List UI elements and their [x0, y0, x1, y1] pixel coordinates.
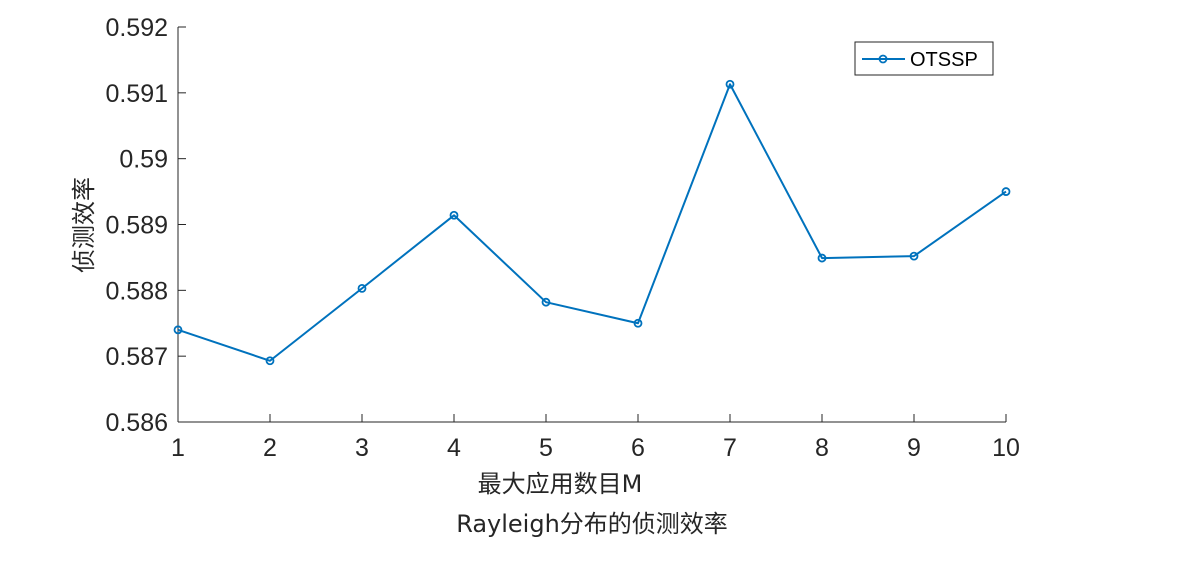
legend: OTSSP	[854, 41, 994, 76]
plot-area: 1 2 3 4 5 6 7 8 9 10 0.586 0.587 0.588 0.589 0.59 0.59…	[105, 14, 1019, 462]
data-point	[909, 251, 919, 261]
legend-series-label: OTSSP	[910, 49, 978, 71]
x-ticks: 1 2 3 4 5 6 7 8 9 10	[171, 414, 1020, 462]
x-tick-label: 3	[355, 434, 369, 462]
y-tick-label: 0.586	[105, 409, 168, 437]
x-tick-label: 10	[992, 434, 1020, 462]
data-point	[541, 297, 551, 307]
series-line	[177, 83, 1007, 362]
y-ticks: 0.586 0.587 0.588 0.589 0.59 0.591 0.592	[105, 14, 186, 437]
y-tick-label: 0.587	[105, 343, 168, 371]
data-point	[265, 356, 275, 366]
data-point	[1001, 187, 1011, 196]
y-tick-label: 0.589	[105, 212, 168, 240]
y-axis-label: 侦测效率	[70, 177, 98, 273]
x-tick-label: 8	[815, 434, 829, 462]
x-tick-label: 1	[171, 434, 185, 462]
x-tick-label: 6	[631, 434, 645, 462]
x-tick-label: 5	[539, 434, 553, 462]
data-point	[173, 325, 183, 335]
y-tick-label: 0.592	[105, 14, 168, 42]
chart-caption: Rayleigh分布的侦测效率	[456, 510, 728, 538]
x-axis-label: 最大应用数目M	[478, 470, 643, 498]
x-tick-label: 4	[447, 434, 461, 462]
series-group	[173, 79, 1011, 366]
data-point	[633, 318, 643, 328]
data-point	[817, 253, 827, 263]
x-tick-label: 9	[907, 434, 921, 462]
legend-marker-icon	[878, 54, 888, 64]
data-point	[449, 210, 459, 220]
x-tick-label: 7	[723, 434, 737, 462]
y-tick-label: 0.59	[119, 146, 168, 174]
y-tick-label: 0.588	[105, 277, 168, 305]
data-point	[725, 79, 735, 89]
y-tick-label: 0.591	[105, 80, 168, 108]
data-point	[357, 283, 367, 293]
x-tick-label: 2	[263, 434, 277, 462]
